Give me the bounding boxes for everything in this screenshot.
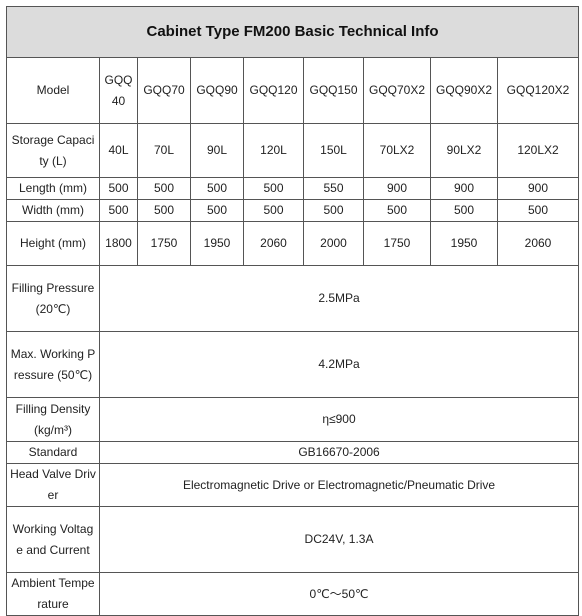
length-cell: 900 [496,177,580,200]
max-working-pressure-row: Max. Working Pressure (50℃) 4.2MPa [6,331,580,398]
length-cell: 500 [99,177,138,200]
ambient-temperature-label: Ambient Temperature [6,572,100,616]
filling-pressure-label: Filling Pressure (20℃) [6,265,100,332]
ambient-temperature-row: Ambient Temperature 0℃～50℃ [6,572,580,616]
length-cell: 900 [430,177,498,200]
working-voltage-value: DC24V, 1.3A [98,506,580,573]
filling-density-label: Filling Density (kg/m³) [6,397,100,442]
filling-pressure-row: Filling Pressure (20℃) 2.5MPa [6,265,580,332]
standard-row: Standard GB16670-2006 [6,441,580,464]
height-cell: 2060 [496,221,580,266]
technical-info-table: Cabinet Type FM200 Basic Technical Info … [5,6,580,616]
filling-density-row: Filling Density (kg/m³) η≤900 [6,397,580,442]
length-cell: 500 [243,177,304,200]
width-cell: 500 [303,199,364,222]
height-cell: 1750 [137,221,191,266]
width-cell: 500 [496,199,580,222]
model-cell: GQQ120 [243,57,304,124]
length-cell: 500 [137,177,191,200]
width-cell: 500 [243,199,304,222]
storage-capacity-row: Storage Capacity (L) 40L 70L 90L 120L 15… [6,123,580,178]
width-cell: 500 [190,199,244,222]
length-label: Length (mm) [6,177,100,200]
length-cell: 500 [190,177,244,200]
height-cell: 1950 [190,221,244,266]
length-cell: 900 [363,177,431,200]
width-cell: 500 [363,199,431,222]
storage-capacity-cell: 120LX2 [496,123,580,178]
model-label: Model [6,57,100,124]
height-cell: 1950 [430,221,498,266]
width-cell: 500 [430,199,498,222]
width-row: Width (mm) 500 500 500 500 500 500 500 5… [6,199,580,222]
storage-capacity-cell: 150L [303,123,364,178]
head-valve-driver-row: Head Valve Driver Electromagnetic Drive … [6,463,580,507]
standard-value: GB16670-2006 [98,441,580,464]
height-cell: 2000 [303,221,364,266]
width-label: Width (mm) [6,199,100,222]
model-cell: GQQ90X2 [430,57,498,124]
working-voltage-row: Working Voltage and Current DC24V, 1.3A [6,506,580,573]
storage-capacity-cell: 90LX2 [430,123,498,178]
width-cell: 500 [137,199,191,222]
model-cell: GQQ90 [190,57,244,124]
model-cell: GQQ70X2 [363,57,431,124]
max-working-pressure-value: 4.2MPa [98,331,580,398]
storage-capacity-label: Storage Capacity (L) [6,123,100,178]
ambient-temperature-value: 0℃～50℃ [98,572,580,616]
model-cell: GQQ40 [99,57,138,124]
storage-capacity-cell: 40L [99,123,138,178]
storage-capacity-cell: 70LX2 [363,123,431,178]
standard-label: Standard [6,441,100,464]
height-cell: 1750 [363,221,431,266]
model-row: Model GQQ40 GQQ70 GQQ90 GQQ120 GQQ150 GQ… [6,57,580,124]
height-cell: 2060 [243,221,304,266]
working-voltage-label: Working Voltage and Current [6,506,100,573]
model-cell: GQQ70 [137,57,191,124]
filling-density-value: η≤900 [98,397,580,442]
table-title: Cabinet Type FM200 Basic Technical Info [5,6,580,58]
title-row: Cabinet Type FM200 Basic Technical Info [5,6,580,58]
model-cell: GQQ150 [303,57,364,124]
width-cell: 500 [99,199,138,222]
filling-pressure-value: 2.5MPa [98,265,580,332]
head-valve-driver-label: Head Valve Driver [6,463,100,507]
head-valve-driver-value: Electromagnetic Drive or Electromagnetic… [98,463,580,507]
height-label: Height (mm) [6,221,100,266]
height-cell: 1800 [99,221,138,266]
height-row: Height (mm) 1800 1750 1950 2060 2000 175… [6,221,580,266]
storage-capacity-cell: 90L [190,123,244,178]
length-row: Length (mm) 500 500 500 500 550 900 900 … [6,177,580,200]
length-cell: 550 [303,177,364,200]
storage-capacity-cell: 70L [137,123,191,178]
model-cell: GQQ120X2 [496,57,580,124]
storage-capacity-cell: 120L [243,123,304,178]
max-working-pressure-label: Max. Working Pressure (50℃) [6,331,100,398]
